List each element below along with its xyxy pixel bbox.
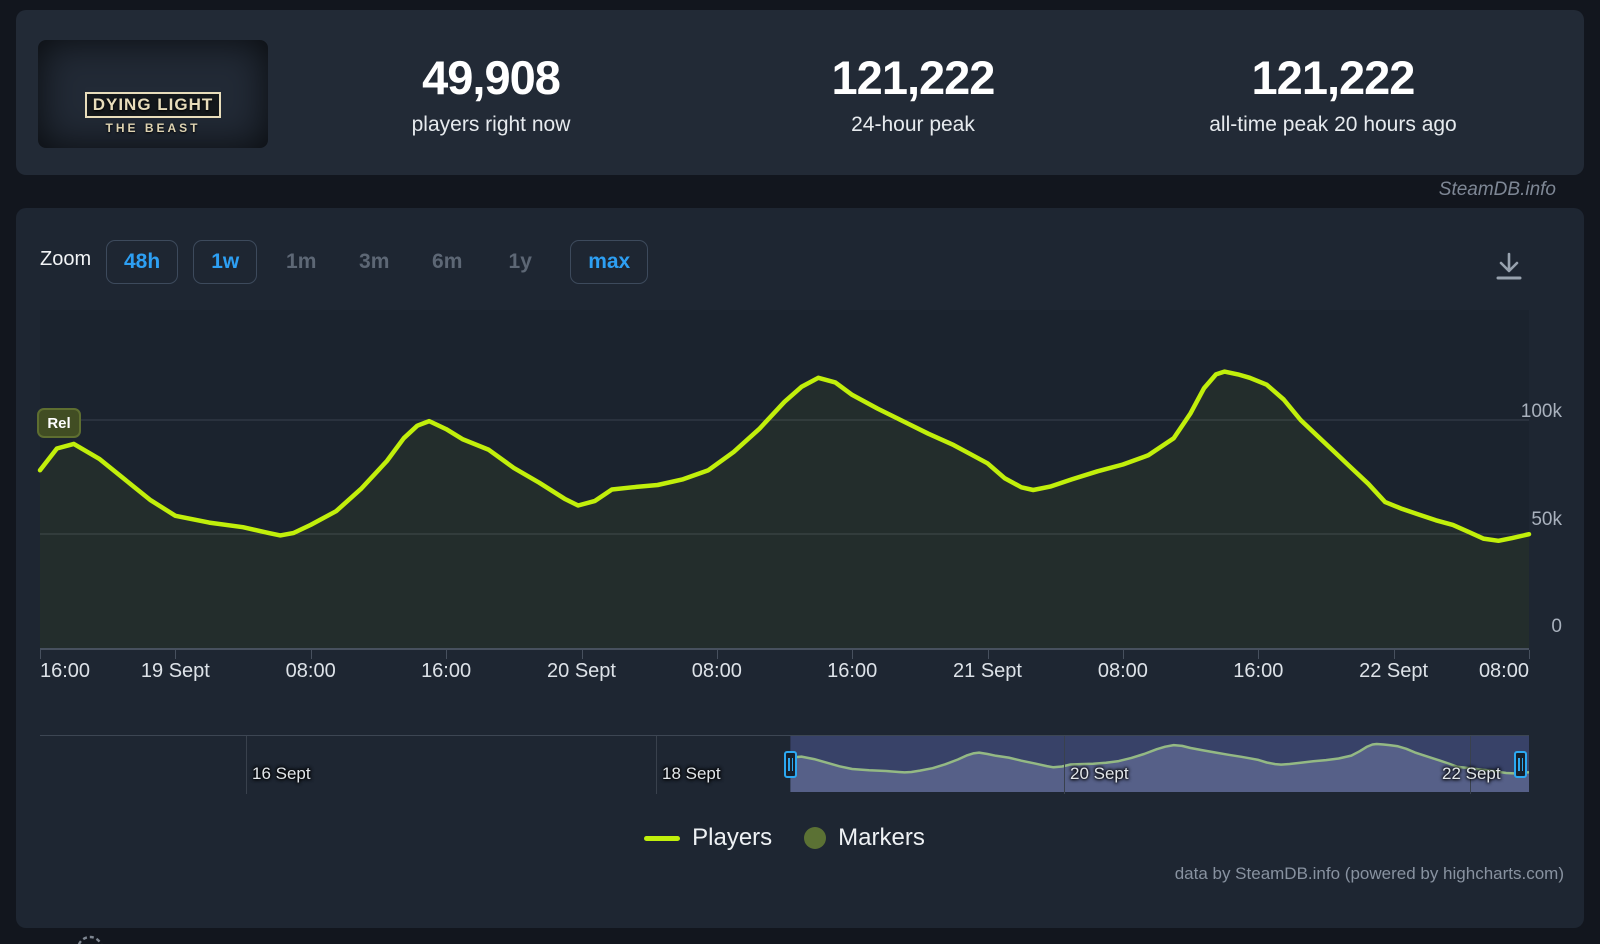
game-thumbnail[interactable]: DYING LIGHT THE BEAST [38,40,268,148]
navigator-label-18-Sept: 18 Sept [662,764,721,783]
zoom-label: Zoom [40,248,92,270]
x-axis-label-08:00: 08:00 [691,660,742,682]
x-axis-line [40,648,1529,650]
players-area-fill [40,371,1529,648]
navigator-label-20-Sept: 20 Sept [1070,764,1129,783]
legend-line-swatch [644,835,681,841]
steamdb-watermark: SteamDB.info [1438,179,1556,200]
game-logo-line2: THE BEAST [105,121,201,135]
x-tick [1393,650,1395,659]
navigator-gridline [1470,736,1471,794]
navigator-chart[interactable] [40,736,1529,794]
x-axis-label-16:00: 16:00 [40,660,91,682]
current-players-value: 49,908 [422,51,561,104]
x-axis-label-20-Sept: 20 Sept [547,660,616,682]
x-tick [716,650,718,659]
navigator-area-fill [790,744,1529,792]
navigator-right-handle[interactable] [1514,751,1527,778]
navigator-label-16-Sept: 16 Sept [252,764,311,783]
chart-legend: Players Markers [40,818,1529,858]
stats-card: DYING LIGHT THE BEAST 49,908 players rig… [16,10,1584,175]
legend-circle-swatch [804,827,827,849]
zoom-button-48h[interactable]: 48h [106,240,179,284]
zoom-button-1y: 1y [508,250,532,273]
x-axis-label-19-Sept: 19 Sept [140,660,210,682]
stat-current-players: 49,908 players right now [331,50,651,137]
navigator-gridline [656,736,657,794]
x-axis-label-08:00: 08:00 [285,660,336,682]
chart-panel: Zoom 48h 1w 1m 3m 6m 1y max Rel 100k 50k 0 16:00… [16,208,1584,928]
x-tick [1122,650,1124,659]
x-axis-label-16:00: 16:00 [421,660,472,682]
navigator-line [790,742,1529,775]
clipped-bottom-icon [72,934,108,944]
y-axis-label-0: 0 [1551,616,1562,637]
stat-alltime-peak: 121,222 all-time peak 20 hours ago [1173,50,1493,137]
navigator-label-22-Sept: 22 Sept [1442,764,1501,783]
x-tick [446,650,448,659]
peak-24h-value: 121,222 [831,51,996,104]
zoom-button-1m: 1m [286,250,317,273]
legend-item-players[interactable]: Players [644,824,772,852]
navigator-gridline [1064,736,1065,794]
y-axis-label-100k: 100k [1520,401,1562,422]
x-axis-label-22-Sept: 22 Sept [1359,660,1429,682]
players-line-chart[interactable] [37,310,1532,648]
peak-24h-label: 24-hour peak [851,113,975,136]
highcharts-attribution[interactable]: data by SteamDB.info (powered by highcha… [1174,864,1564,883]
game-logo: DYING LIGHT THE BEAST [38,92,268,135]
x-tick [581,650,583,659]
zoom-button-6m: 6m [432,250,463,273]
x-tick [1258,650,1260,659]
download-icon[interactable] [1492,248,1526,286]
release-flag[interactable]: Rel [37,408,81,438]
plot-background [40,310,1529,648]
alltime-peak-label: all-time peak 20 hours ago [1209,113,1457,136]
navigator-selection-mask [790,736,1529,792]
zoom-button-max[interactable]: max [570,240,649,284]
game-logo-line1: DYING LIGHT [84,92,222,118]
legend-label: Players [692,824,773,851]
x-tick [310,650,312,659]
legend-item-markers[interactable]: Markers [804,824,925,852]
x-axis-label-16:00: 16:00 [827,660,878,682]
x-tick [1529,650,1530,659]
legend-label: Markers [838,824,925,851]
x-tick [175,650,177,659]
zoom-button-3m: 3m [359,250,390,273]
x-tick [852,650,854,659]
navigator-left-handle[interactable] [784,751,797,778]
y-axis-label-50k: 50k [1531,509,1562,530]
current-players-label: players right now [411,113,571,136]
zoom-button-1w[interactable]: 1w [193,240,258,284]
x-axis-label-16:00: 16:00 [1233,660,1284,682]
x-tick [40,650,41,659]
zoom-button-group: 48h 1w 1m 3m 6m 1y max [106,240,649,284]
navigator-top-border [40,735,1529,736]
alltime-peak-value: 121,222 [1251,51,1416,104]
navigator-gridline [246,736,247,794]
x-axis-label-21-Sept: 21 Sept [953,660,1022,682]
stat-24h-peak: 121,222 24-hour peak [753,50,1073,137]
players-line [37,369,1532,544]
x-tick [987,650,989,659]
x-axis-label-08:00: 08:00 [1478,660,1529,682]
x-axis-label-08:00: 08:00 [1097,660,1148,682]
